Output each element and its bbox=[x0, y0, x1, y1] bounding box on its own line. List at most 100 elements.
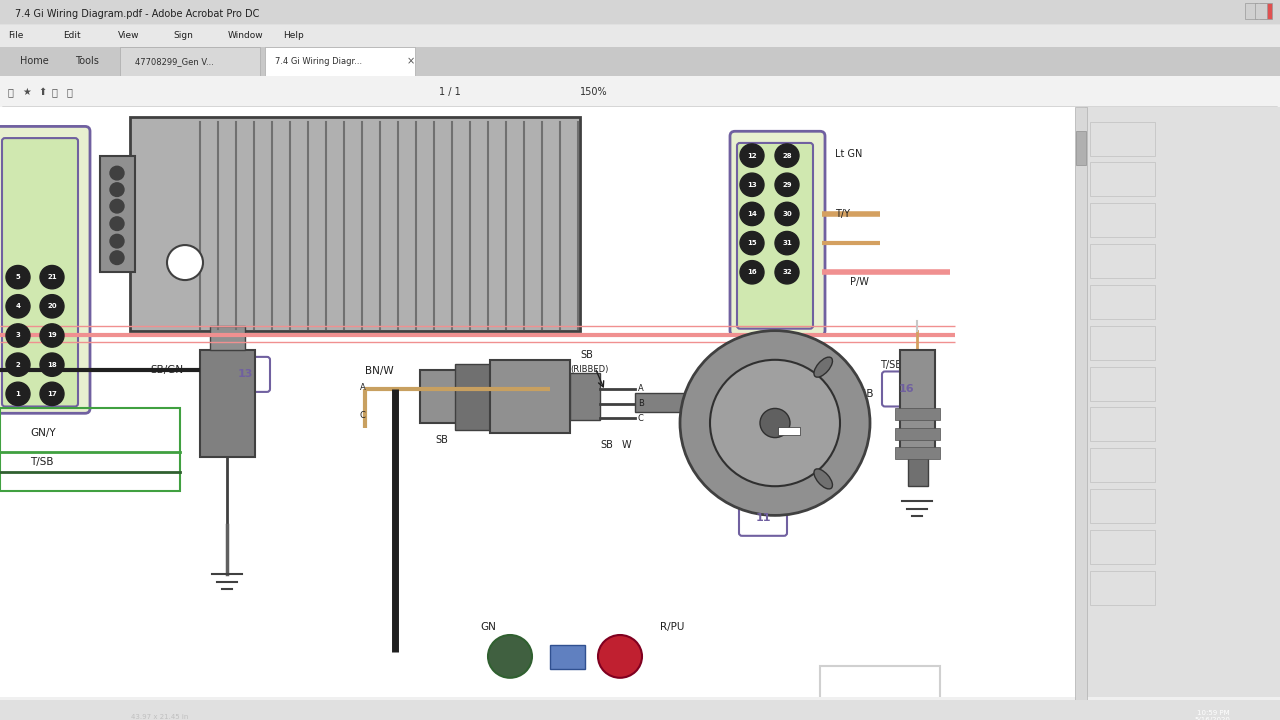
Text: 🔍: 🔍 bbox=[67, 87, 73, 97]
Circle shape bbox=[40, 382, 64, 405]
Bar bbox=[1076, 131, 1085, 166]
Circle shape bbox=[6, 294, 29, 318]
Ellipse shape bbox=[814, 357, 832, 377]
Bar bbox=[0, 697, 1280, 715]
Circle shape bbox=[40, 353, 64, 377]
FancyBboxPatch shape bbox=[730, 131, 826, 336]
Circle shape bbox=[740, 144, 764, 167]
Bar bbox=[100, 156, 134, 272]
Circle shape bbox=[488, 635, 532, 678]
Text: T/SB: T/SB bbox=[850, 389, 873, 399]
Bar bbox=[820, 666, 940, 700]
Circle shape bbox=[110, 234, 124, 248]
Text: 47708299_Gen V...: 47708299_Gen V... bbox=[134, 57, 214, 66]
Text: Help: Help bbox=[283, 32, 303, 40]
Bar bbox=[1091, 203, 1155, 238]
Text: Home: Home bbox=[20, 56, 49, 66]
Text: 13: 13 bbox=[748, 181, 756, 188]
Text: (RIBBED): (RIBBED) bbox=[570, 365, 608, 374]
Text: 5: 5 bbox=[15, 274, 20, 280]
Bar bbox=[0, 0, 1280, 24]
Text: T/Y: T/Y bbox=[835, 209, 850, 219]
Circle shape bbox=[6, 353, 29, 377]
Bar bbox=[0, 700, 1280, 720]
Text: A: A bbox=[637, 384, 644, 393]
Circle shape bbox=[110, 166, 124, 180]
Circle shape bbox=[740, 261, 764, 284]
Text: 28: 28 bbox=[782, 153, 792, 158]
Text: 16: 16 bbox=[748, 269, 756, 275]
Text: SB: SB bbox=[580, 350, 593, 360]
Text: A: A bbox=[360, 382, 366, 392]
Bar bbox=[200, 350, 255, 457]
Text: Tools: Tools bbox=[76, 56, 99, 66]
Bar bbox=[1075, 107, 1087, 700]
Circle shape bbox=[774, 202, 799, 225]
Text: 150%: 150% bbox=[580, 87, 608, 97]
Bar bbox=[1091, 325, 1155, 360]
Text: SB/GN: SB/GN bbox=[150, 364, 183, 374]
Text: GN/Y: GN/Y bbox=[29, 428, 55, 438]
Bar bbox=[900, 350, 934, 457]
Text: SB: SB bbox=[435, 435, 448, 444]
Ellipse shape bbox=[814, 469, 832, 489]
Bar bbox=[635, 393, 760, 413]
Text: Edit: Edit bbox=[63, 32, 81, 40]
Bar bbox=[84, 705, 236, 720]
Bar bbox=[265, 47, 415, 76]
Text: 21: 21 bbox=[47, 274, 56, 280]
Bar bbox=[1254, 3, 1267, 19]
Bar bbox=[895, 408, 940, 420]
Circle shape bbox=[166, 245, 204, 280]
Text: 3: 3 bbox=[15, 333, 20, 338]
Circle shape bbox=[760, 408, 790, 438]
Text: 2: 2 bbox=[15, 361, 20, 368]
Text: C: C bbox=[637, 414, 644, 423]
Text: 30: 30 bbox=[782, 211, 792, 217]
Text: ⬆: ⬆ bbox=[38, 87, 46, 97]
Circle shape bbox=[6, 266, 29, 289]
Bar bbox=[908, 455, 928, 486]
Bar bbox=[0, 47, 1280, 76]
Bar bbox=[1091, 163, 1155, 197]
Text: 13: 13 bbox=[238, 369, 253, 379]
Bar bbox=[1091, 244, 1155, 278]
Text: R/PU: R/PU bbox=[660, 622, 685, 632]
Text: 12: 12 bbox=[748, 153, 756, 158]
Bar bbox=[1091, 489, 1155, 523]
Text: 20: 20 bbox=[47, 303, 56, 310]
Circle shape bbox=[740, 231, 764, 255]
Text: 31: 31 bbox=[782, 240, 792, 246]
Text: 16: 16 bbox=[899, 384, 914, 394]
Text: B: B bbox=[637, 399, 644, 408]
Text: Window: Window bbox=[228, 32, 264, 40]
FancyBboxPatch shape bbox=[0, 127, 90, 413]
Bar bbox=[1085, 107, 1280, 700]
Circle shape bbox=[40, 324, 64, 347]
Text: 43.97 x 21.45 in: 43.97 x 21.45 in bbox=[132, 714, 188, 720]
Text: 7.4 Gi Wiring Diagr...: 7.4 Gi Wiring Diagr... bbox=[275, 57, 362, 66]
Bar bbox=[1091, 571, 1155, 605]
Circle shape bbox=[40, 294, 64, 318]
Text: SB: SB bbox=[600, 441, 613, 451]
Circle shape bbox=[110, 199, 124, 213]
Circle shape bbox=[110, 183, 124, 197]
Circle shape bbox=[680, 330, 870, 516]
Text: 7.4 Gi Wiring Diagram.pdf - Adobe Acrobat Pro DC: 7.4 Gi Wiring Diagram.pdf - Adobe Acroba… bbox=[15, 9, 260, 19]
Circle shape bbox=[740, 202, 764, 225]
Circle shape bbox=[774, 261, 799, 284]
Text: W: W bbox=[622, 441, 631, 451]
FancyBboxPatch shape bbox=[882, 372, 931, 407]
Bar bbox=[895, 447, 940, 459]
Bar bbox=[895, 428, 940, 439]
Text: 4: 4 bbox=[15, 303, 20, 310]
Circle shape bbox=[598, 635, 643, 678]
Text: BN/W: BN/W bbox=[365, 366, 394, 377]
Circle shape bbox=[40, 266, 64, 289]
Bar bbox=[0, 408, 180, 491]
Bar bbox=[1091, 122, 1155, 156]
Text: 17: 17 bbox=[47, 391, 56, 397]
Circle shape bbox=[110, 251, 124, 264]
Text: 19: 19 bbox=[47, 333, 56, 338]
Text: 29: 29 bbox=[782, 181, 792, 188]
